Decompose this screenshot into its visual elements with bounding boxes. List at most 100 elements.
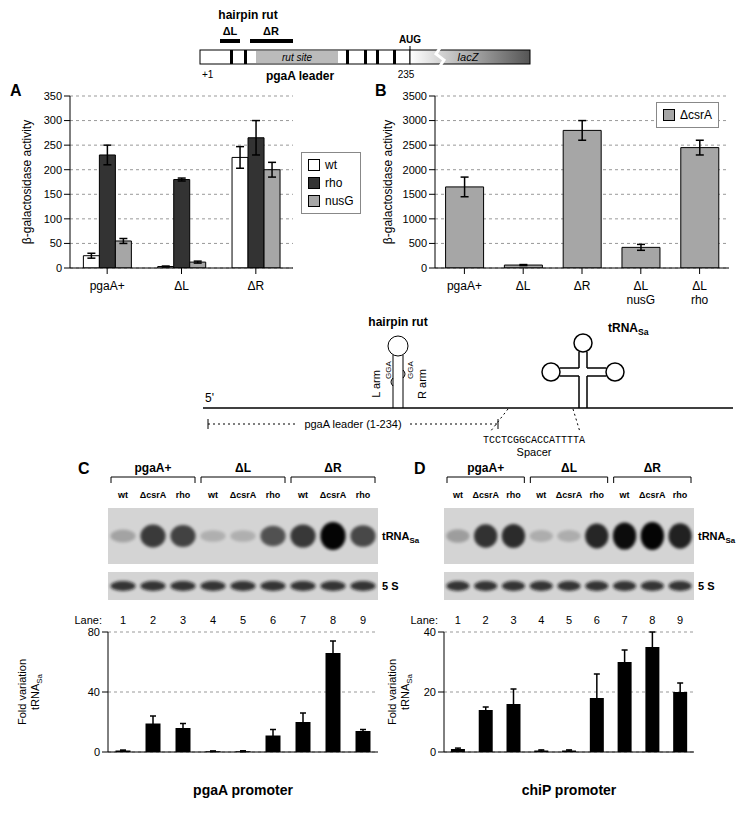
- svg-text:D: D: [414, 460, 426, 477]
- svg-text:Fold variation: Fold variation: [16, 659, 28, 725]
- svg-text:hairpin rut: hairpin rut: [368, 315, 427, 329]
- svg-text:rho: rho: [590, 490, 605, 500]
- svg-text:4: 4: [210, 614, 216, 626]
- svg-text:TCCTCGGCACCATTTTA: TCCTCGGCACCATTTTA: [483, 435, 585, 446]
- svg-text:ΔL: ΔL: [174, 279, 189, 293]
- svg-text:ΔL: ΔL: [235, 461, 251, 475]
- svg-text:300: 300: [44, 114, 62, 126]
- svg-text:4: 4: [538, 614, 544, 626]
- svg-text:tRNASa: tRNASa: [382, 530, 420, 545]
- svg-text:6: 6: [594, 614, 600, 626]
- svg-text:rho: rho: [356, 490, 371, 500]
- svg-text:wt: wt: [535, 490, 546, 500]
- svg-text:C: C: [78, 460, 90, 477]
- svg-text:3: 3: [180, 614, 186, 626]
- svg-text:235: 235: [398, 69, 415, 80]
- svg-text:wt: wt: [297, 490, 308, 500]
- svg-text:ΔcsrA: ΔcsrA: [639, 490, 666, 500]
- svg-text:9: 9: [677, 614, 683, 626]
- svg-text:lacZ: lacZ: [458, 51, 480, 63]
- svg-text:80: 80: [88, 626, 100, 638]
- svg-text:Lane:: Lane:: [74, 614, 102, 626]
- svg-text:β-galactosidase activity: β-galactosidase activity: [20, 120, 34, 244]
- svg-text:250: 250: [44, 139, 62, 151]
- svg-text:500: 500: [409, 237, 427, 249]
- svg-text:tRNASa: tRNASa: [698, 530, 736, 545]
- svg-text:ΔR: ΔR: [574, 279, 591, 293]
- svg-text:ΔcsrA: ΔcsrA: [556, 490, 583, 500]
- svg-text:ΔR: ΔR: [644, 461, 662, 475]
- svg-text:350: 350: [44, 90, 62, 102]
- svg-text:5 S: 5 S: [698, 580, 715, 592]
- svg-text:ΔLnusG: ΔLnusG: [626, 279, 655, 307]
- svg-text:50: 50: [50, 237, 62, 249]
- svg-text:0: 0: [94, 746, 100, 758]
- svg-text:1: 1: [455, 614, 461, 626]
- svg-text:Spacer: Spacer: [517, 446, 552, 458]
- svg-text:ΔR: ΔR: [263, 25, 279, 37]
- svg-text:40: 40: [88, 686, 100, 698]
- svg-text:7: 7: [300, 614, 306, 626]
- svg-text:pgaA promoter: pgaA promoter: [193, 782, 293, 798]
- svg-text:40: 40: [424, 626, 436, 638]
- svg-text:tRNASa: tRNASa: [29, 673, 44, 710]
- svg-text:wt: wt: [619, 490, 630, 500]
- svg-text:2: 2: [483, 614, 489, 626]
- svg-text:rho: rho: [266, 490, 281, 500]
- svg-text:150: 150: [44, 188, 62, 200]
- svg-text:chiP promoter: chiP promoter: [522, 782, 617, 798]
- svg-text:1500: 1500: [403, 188, 427, 200]
- svg-text:6: 6: [270, 614, 276, 626]
- svg-text:pgaA+: pgaA+: [90, 279, 125, 293]
- svg-text:9: 9: [360, 614, 366, 626]
- svg-text:5: 5: [566, 614, 572, 626]
- svg-text:ΔLrho: ΔLrho: [691, 279, 709, 307]
- svg-text:ΔL: ΔL: [223, 25, 238, 37]
- svg-text:ΔcsrA: ΔcsrA: [472, 490, 499, 500]
- svg-text:5: 5: [240, 614, 246, 626]
- svg-text:ΔcsrA: ΔcsrA: [320, 490, 347, 500]
- svg-text:pgaA+: pgaA+: [134, 461, 171, 475]
- svg-text:ΔL: ΔL: [516, 279, 531, 293]
- svg-text:8: 8: [649, 614, 655, 626]
- svg-text:3500: 3500: [403, 90, 427, 102]
- svg-text:0: 0: [421, 262, 427, 274]
- svg-text:0: 0: [430, 746, 436, 758]
- svg-text:+1: +1: [202, 69, 214, 80]
- svg-text:GGA: GGA: [384, 360, 393, 378]
- svg-text:1000: 1000: [403, 213, 427, 225]
- svg-text:AUG: AUG: [399, 34, 421, 45]
- svg-text:rut site: rut site: [282, 52, 312, 63]
- svg-text:tRNASa: tRNASa: [608, 321, 649, 337]
- svg-text:3000: 3000: [403, 114, 427, 126]
- svg-text:hairpin rut: hairpin rut: [218, 8, 277, 22]
- svg-text:rho: rho: [506, 490, 521, 500]
- svg-text:pgaA leader (1-234): pgaA leader (1-234): [304, 418, 401, 430]
- svg-text:100: 100: [44, 213, 62, 225]
- svg-text:0: 0: [56, 262, 62, 274]
- svg-text:wt: wt: [207, 490, 218, 500]
- svg-text:3: 3: [510, 614, 516, 626]
- svg-text:wt: wt: [117, 490, 128, 500]
- svg-text:20: 20: [424, 686, 436, 698]
- svg-text:7: 7: [621, 614, 627, 626]
- svg-text:rho: rho: [176, 490, 191, 500]
- svg-text:1: 1: [120, 614, 126, 626]
- svg-text:ΔcsrA: ΔcsrA: [230, 490, 257, 500]
- svg-text:ΔcsrA: ΔcsrA: [140, 490, 167, 500]
- svg-text:5': 5': [205, 391, 214, 405]
- svg-text:L arm: L arm: [370, 370, 382, 398]
- svg-text:β-galactosidase activity: β-galactosidase activity: [381, 120, 395, 244]
- svg-text:5 S: 5 S: [382, 580, 399, 592]
- svg-text:pgaA leader: pgaA leader: [266, 69, 335, 83]
- svg-text:rho: rho: [673, 490, 688, 500]
- svg-text:tRNASa: tRNASa: [399, 673, 414, 710]
- svg-text:8: 8: [330, 614, 336, 626]
- svg-text:ΔR: ΔR: [324, 461, 342, 475]
- svg-text:200: 200: [44, 164, 62, 176]
- svg-text:Fold variation: Fold variation: [386, 659, 398, 725]
- svg-text:pgaA+: pgaA+: [467, 461, 504, 475]
- svg-text:GGA: GGA: [406, 360, 415, 378]
- svg-text:pgaA+: pgaA+: [447, 279, 482, 293]
- svg-text:2500: 2500: [403, 139, 427, 151]
